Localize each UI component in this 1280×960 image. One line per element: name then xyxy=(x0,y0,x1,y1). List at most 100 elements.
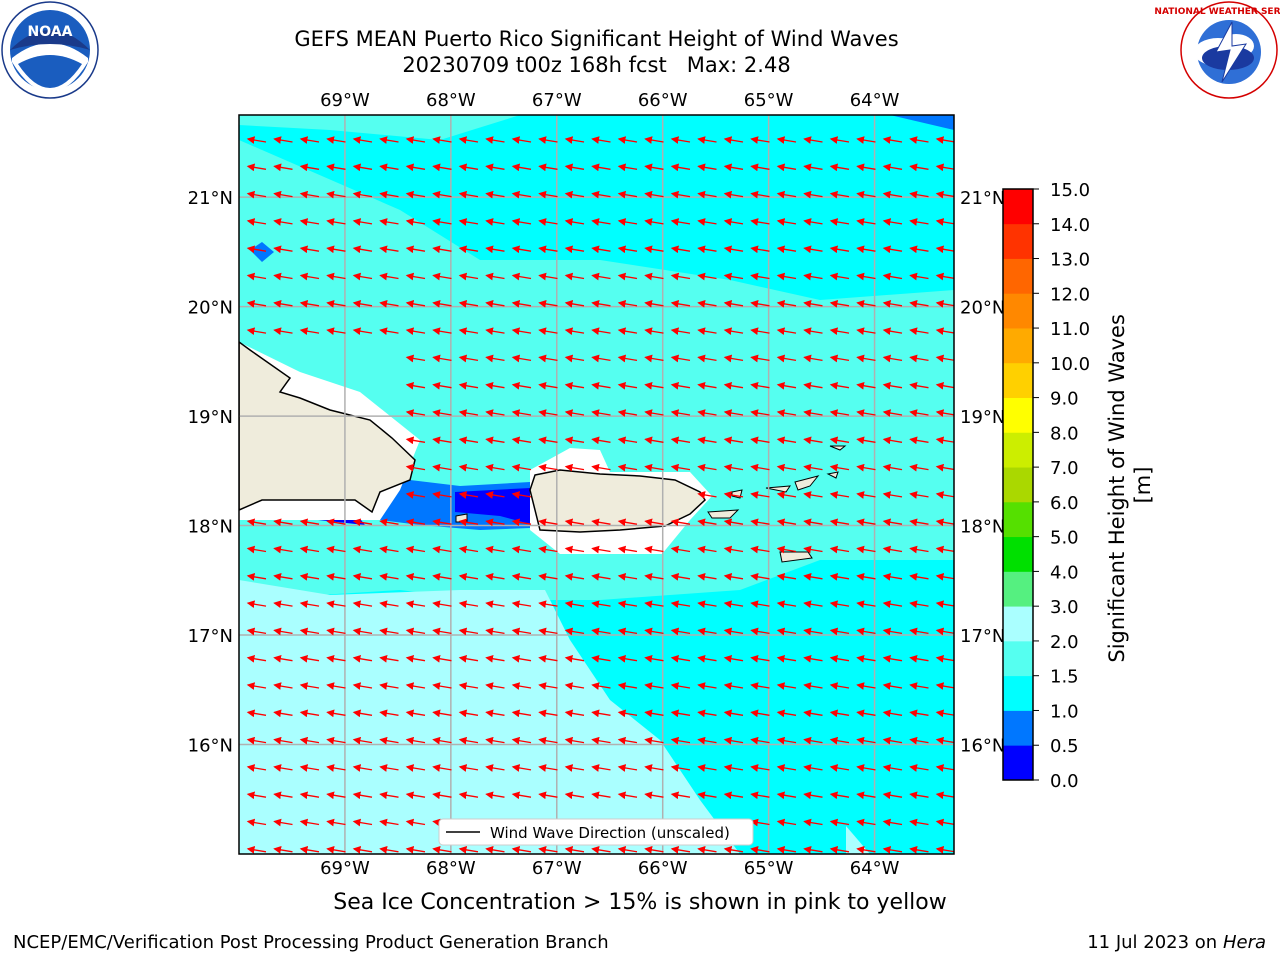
wind-arrow xyxy=(405,791,426,800)
wind-arrow xyxy=(723,545,744,554)
wind-arrow xyxy=(352,218,373,226)
wind-arrow xyxy=(299,573,320,581)
colorbar-tick-label: 2.0 xyxy=(1050,632,1079,653)
wind-arrow xyxy=(538,436,558,445)
wind-arrow xyxy=(750,627,770,636)
wind-arrow xyxy=(326,709,346,718)
wind-arrow xyxy=(511,600,532,609)
title-line: GEFS MEAN Puerto Rico Significant Height… xyxy=(294,27,899,51)
wind-arrow xyxy=(458,327,479,336)
colorbar-tick-label: 9.0 xyxy=(1050,389,1079,410)
wind-arrow xyxy=(485,272,505,281)
wind-arrow xyxy=(352,791,373,800)
wind-arrow xyxy=(511,654,532,663)
wind-arrow xyxy=(379,245,399,254)
wind-arrow xyxy=(697,245,717,254)
wind-arrow xyxy=(803,654,823,663)
wind-arrow xyxy=(829,682,850,690)
wind-arrow xyxy=(299,327,320,336)
wind-arrow xyxy=(670,846,691,854)
wind-arrow xyxy=(644,764,664,772)
wind-arrow xyxy=(246,600,267,609)
wind-arrow xyxy=(882,327,903,336)
wind-arrow xyxy=(697,545,717,554)
lat-tick-label: 18°N xyxy=(188,517,233,538)
wind-arrow xyxy=(246,300,267,308)
wind-arrow xyxy=(935,491,954,499)
wind-arrow xyxy=(670,354,691,363)
arrow-legend: Wind Wave Direction (unscaled) xyxy=(438,818,754,846)
wind-arrow xyxy=(829,190,850,199)
hispaniola-landmass xyxy=(239,341,416,514)
wind-arrow xyxy=(644,463,664,472)
wind-arrow xyxy=(882,436,903,445)
wind-arrow xyxy=(829,409,850,417)
wind-arrow xyxy=(352,818,373,827)
colorbar-segment xyxy=(1003,258,1033,294)
wind-arrow xyxy=(803,736,823,745)
wind-arrow xyxy=(273,818,293,827)
wind-arrow xyxy=(405,846,426,854)
wind-arrow xyxy=(670,709,691,718)
wind-arrow xyxy=(246,736,267,745)
wind-arrow xyxy=(246,545,267,554)
wind-arrow xyxy=(458,573,479,581)
wind-arrow xyxy=(882,573,903,581)
wind-arrow xyxy=(326,300,346,308)
wind-arrow xyxy=(670,545,691,554)
wind-arrow xyxy=(299,545,320,554)
wind-arrow xyxy=(617,573,638,581)
wind-arrow xyxy=(617,463,638,472)
generation-date: 11 Jul 2023 on Hera xyxy=(1087,932,1266,953)
colorbar-tick-label: 11.0 xyxy=(1050,319,1090,340)
wind-arrow xyxy=(829,627,850,636)
wind-arrow xyxy=(882,163,903,172)
wind-arrow xyxy=(352,327,373,336)
wind-arrow xyxy=(326,654,346,663)
wind-arrow xyxy=(273,136,293,144)
colorbar-tick-label: 4.0 xyxy=(1050,562,1079,583)
wind-arrow xyxy=(299,736,320,745)
wind-arrow xyxy=(697,764,717,772)
wind-arrow xyxy=(697,381,717,390)
wind-arrow xyxy=(299,272,320,281)
wind-arrow xyxy=(273,300,293,308)
wind-arrow xyxy=(564,163,585,172)
wind-arrow xyxy=(909,136,929,144)
wind-arrow xyxy=(750,354,770,363)
wind-arrow xyxy=(697,573,717,581)
wind-arrow xyxy=(273,518,293,527)
wind-arrow xyxy=(379,163,399,172)
wind-arrow xyxy=(564,463,585,472)
wind-arrow xyxy=(750,791,770,800)
sea-ice-note: Sea Ice Concentration > 15% is shown in … xyxy=(333,890,947,915)
wind-arrow xyxy=(670,600,691,609)
wind-arrow xyxy=(246,272,267,281)
wind-arrow xyxy=(723,436,744,445)
wind-arrow xyxy=(591,736,611,745)
wind-arrow xyxy=(432,518,452,527)
wind-arrow xyxy=(458,218,479,226)
wind-arrow xyxy=(511,709,532,718)
wind-arrow xyxy=(776,846,797,854)
wind-arrow xyxy=(882,846,903,854)
wind-arrow xyxy=(432,846,452,854)
wind-arrow xyxy=(538,846,558,854)
wind-arrow xyxy=(246,764,267,772)
wind-arrow xyxy=(697,190,717,199)
wind-arrow xyxy=(299,764,320,772)
colorbar-tick-label: 7.0 xyxy=(1050,458,1079,479)
wind-arrow xyxy=(511,627,532,636)
wind-arrow xyxy=(697,163,717,172)
wind-arrow xyxy=(538,300,558,308)
wind-arrow xyxy=(723,491,744,499)
wind-arrow xyxy=(458,163,479,172)
wind-arrow xyxy=(909,791,929,800)
wind-arrow xyxy=(246,245,267,254)
wind-arrow xyxy=(432,436,452,445)
wind-arrow xyxy=(617,654,638,663)
wind-arrow xyxy=(723,709,744,718)
wind-arrow xyxy=(326,682,346,690)
wind-arrow xyxy=(882,791,903,800)
wind-arrow xyxy=(458,245,479,254)
